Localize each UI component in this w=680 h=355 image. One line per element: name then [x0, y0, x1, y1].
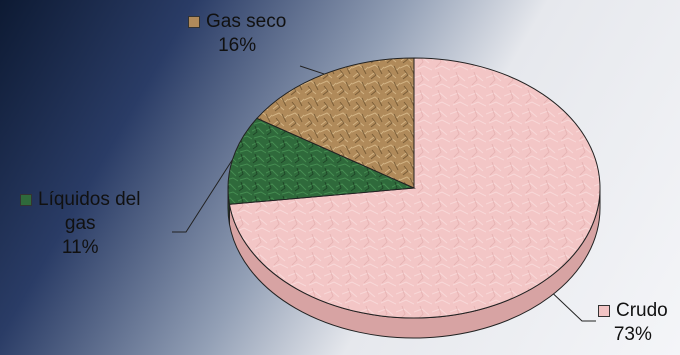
swatch-gas-seco	[188, 16, 200, 28]
label-crudo-text: Crudo	[616, 300, 668, 321]
label-liquidos-pct: 11%	[61, 237, 99, 258]
slice-liquidos-leader	[172, 159, 233, 233]
swatch-liquidos	[20, 194, 32, 206]
pie-slices	[227, 57, 601, 319]
label-crudo: Crudo 73%	[598, 299, 668, 347]
leader-lines	[172, 65, 596, 322]
label-gas-seco: Gas seco 16%	[188, 10, 286, 58]
label-gas-seco-pct: 16%	[218, 35, 257, 56]
slice-crudo-leader	[553, 293, 596, 322]
slice-gas-seco	[256, 57, 415, 189]
label-gas-seco-text: Gas seco	[206, 11, 287, 32]
label-liquidos: Líquidos del gas 11%	[20, 188, 140, 260]
label-crudo-pct: 73%	[613, 324, 652, 345]
slice-liquidos	[227, 117, 416, 205]
slice-gas-seco-leader	[299, 65, 325, 75]
label-liquidos-line2: gas	[64, 213, 96, 234]
swatch-crudo	[598, 305, 610, 317]
label-liquidos-line1: Líquidos del	[38, 189, 141, 210]
